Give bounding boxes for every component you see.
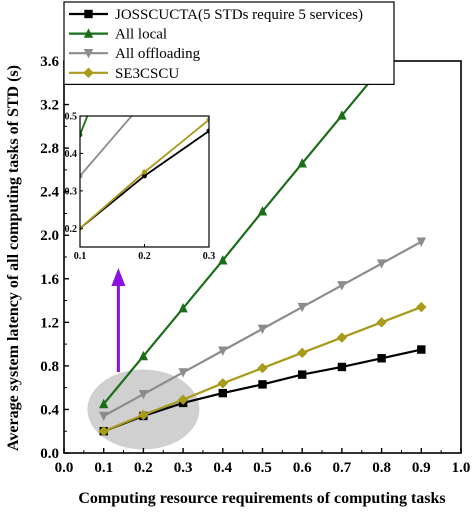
inset-series-line-2: [80, 116, 133, 177]
data-point-3-4: [257, 362, 268, 374]
data-point-1-6: [337, 110, 347, 120]
legend: JOSSCUCTA(5 STDs require 5 services) All …: [63, 1, 395, 86]
y-tick-label: 0.0: [40, 446, 59, 462]
inset-x-tick-label: 0.2: [138, 251, 151, 262]
data-point-3-6: [336, 332, 348, 343]
data-point-3-8: [416, 301, 427, 313]
data-point-1-1: [138, 350, 149, 361]
y-tick-label: 0.8: [40, 359, 59, 375]
data-point-3-3: [217, 378, 228, 389]
inset-data-point-0-1: [142, 173, 147, 179]
data-point-1-3: [218, 255, 228, 265]
zoom-inset: 0.1 0.2 0.3 0.2 0.3 0.4 0.5: [65, 112, 216, 263]
y-tick-label: 2.4: [40, 185, 59, 201]
data-point-2-0: [99, 411, 109, 422]
data-point-2-3: [218, 346, 228, 356]
x-tick-label: 0.8: [372, 460, 391, 476]
legend-marker-0: [84, 9, 93, 19]
legend-label-0: JOSSCUCTA(5 STDs require 5 services): [115, 7, 363, 23]
legend-marker-2: [83, 49, 94, 59]
data-point-2-2: [178, 368, 188, 378]
data-point-0-6: [337, 362, 347, 372]
legend-label-2: All offloading: [115, 46, 201, 62]
highlight-ellipse: [87, 369, 200, 450]
data-point-3-1: [138, 409, 149, 421]
x-tick-label: 0.3: [174, 460, 193, 476]
inset-data-point-3-2: [206, 117, 209, 123]
inset-x-tick-label: 0.1: [74, 251, 87, 262]
legend-box: [63, 1, 395, 86]
data-point-2-8: [416, 237, 426, 247]
inset-y-tick-label: 0.4: [65, 149, 78, 160]
data-point-0-7: [377, 354, 386, 363]
y-tick-label: 1.6: [40, 272, 59, 288]
x-tick-label: 0.0: [55, 460, 74, 476]
x-tick-label: 0.4: [213, 460, 232, 476]
legend-marker-1: [83, 28, 94, 38]
data-point-0-4: [258, 380, 267, 389]
data-point-1-2: [178, 302, 188, 313]
inset-data-point-0-2: [206, 128, 209, 134]
data-point-2-7: [376, 259, 387, 269]
data-point-1-5: [297, 158, 307, 168]
legend-label-3: SE3CSCU: [115, 66, 179, 82]
y-axis-title: Average system latency of all computing …: [5, 65, 22, 451]
legend-label-1: All local: [115, 27, 167, 43]
x-tick-label: 0.1: [94, 460, 113, 476]
inset-data-point-2-0: [80, 173, 83, 179]
data-point-2-4: [257, 324, 268, 335]
data-point-1-0: [99, 398, 109, 409]
data-point-0-3: [218, 388, 227, 398]
inset-plot: [80, 116, 209, 231]
x-tick-label: 0.5: [253, 460, 272, 476]
inset-y-tick-label: 0.5: [65, 112, 78, 123]
x-tick-label: 0.2: [134, 460, 153, 476]
inset-y-tick-label: 0.3: [65, 186, 78, 197]
x-axis-title: Computing resource requirements of compu…: [78, 490, 445, 507]
data-point-2-6: [337, 281, 347, 291]
y-tick-label: 2.8: [40, 141, 59, 157]
data-point-3-2: [177, 394, 189, 405]
data-point-3-7: [376, 317, 387, 328]
data-point-3-5: [297, 347, 308, 359]
inset-data-point-3-1: [142, 169, 147, 175]
highlight-layer: [87, 369, 200, 450]
data-point-0-8: [417, 345, 426, 354]
inset-y-tick-label: 0.2: [65, 224, 78, 235]
x-tick-label: 1.0: [452, 460, 471, 476]
legend-marker-3: [83, 67, 94, 78]
y-tick-label: 0.4: [40, 402, 59, 418]
x-tick-label: 0.6: [293, 460, 312, 476]
y-tick-label: 3.6: [40, 54, 59, 70]
x-tick-label: 0.7: [333, 460, 352, 476]
data-point-2-1: [138, 390, 149, 400]
zoom-arrow-head: [111, 268, 126, 286]
data-point-1-4: [257, 206, 268, 216]
data-point-0-5: [298, 370, 307, 379]
y-tick-label: 2.0: [40, 228, 59, 244]
y-tick-label: 1.2: [40, 315, 59, 331]
y-tick-label: 3.2: [40, 98, 59, 114]
data-point-2-5: [297, 302, 307, 313]
inset-data-point-1-0: [80, 132, 83, 138]
inset-x-tick-label: 0.3: [203, 251, 216, 262]
data-point-3-0: [98, 426, 109, 437]
x-tick-label: 0.9: [412, 460, 431, 476]
